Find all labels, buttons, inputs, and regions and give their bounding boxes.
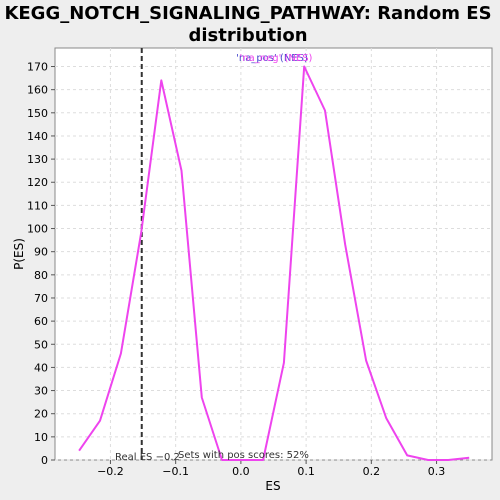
x-axis-label: ES bbox=[265, 479, 280, 493]
y-tick-label: 160 bbox=[27, 84, 48, 97]
y-tick-label: 50 bbox=[34, 338, 48, 351]
y-tick-label: 110 bbox=[27, 199, 48, 212]
y-tick-label: 10 bbox=[34, 431, 48, 444]
y-tick-label: 0 bbox=[41, 454, 48, 467]
y-tick-label: 120 bbox=[27, 176, 48, 189]
grid-lines bbox=[55, 48, 492, 461]
pos-scores-annotation: Sets with pos scores: 52% bbox=[178, 450, 309, 461]
y-tick-label: 150 bbox=[27, 107, 48, 120]
real-es-label: Real ES −0.2 bbox=[115, 452, 180, 463]
y-tick-label: 170 bbox=[27, 61, 48, 74]
y-tick-label: 60 bbox=[34, 315, 48, 328]
x-axis-ticks: −0.2 −0.1 0.0 0.1 0.2 0.3 bbox=[97, 460, 445, 478]
y-axis-label: P(ES) bbox=[12, 238, 26, 270]
y-tick-label: 130 bbox=[27, 153, 48, 166]
y-tick-label: 80 bbox=[34, 269, 48, 282]
x-tick-label: 0.3 bbox=[428, 465, 446, 478]
series-layer bbox=[78, 65, 470, 461]
legend-entry-neg: 'na_neg' (NES) bbox=[240, 53, 313, 64]
y-tick-label: 100 bbox=[27, 223, 48, 236]
x-tick-label: −0.1 bbox=[162, 465, 189, 478]
x-tick-label: 0.0 bbox=[232, 465, 250, 478]
y-tick-label: 140 bbox=[27, 130, 48, 143]
plot-area bbox=[54, 47, 493, 461]
legend-entry-pos: 'na_pos' (NES) bbox=[236, 53, 308, 64]
y-tick-label: 40 bbox=[34, 361, 48, 374]
y-tick-label: 20 bbox=[34, 408, 48, 421]
chart-title-line1: KEGG_NOTCH_SIGNALING_PATHWAY: Random ES bbox=[4, 3, 491, 24]
y-tick-label: 70 bbox=[34, 292, 48, 305]
x-tick-label: −0.2 bbox=[97, 465, 124, 478]
x-tick-label: 0.1 bbox=[297, 465, 315, 478]
x-tick-label: 0.2 bbox=[363, 465, 381, 478]
y-axis-ticks: 0 10 20 30 40 50 60 70 80 90 100 110 120 130 140 150 160… bbox=[27, 61, 55, 467]
y-tick-label: 30 bbox=[34, 385, 48, 398]
series-line-na-neg bbox=[78, 65, 470, 461]
y-tick-label: 90 bbox=[34, 246, 48, 259]
chart-title-line2: distribution bbox=[188, 25, 307, 46]
